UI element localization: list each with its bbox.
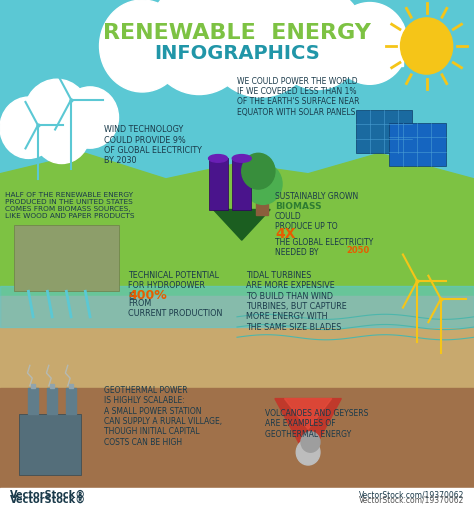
Circle shape xyxy=(204,0,318,97)
Text: GEOTHERMAL POWER
IS HIGHLY SCALABLE:
A SMALL POWER STATION
CAN SUPPLY A RURAL VI: GEOTHERMAL POWER IS HIGHLY SCALABLE: A S… xyxy=(104,386,222,447)
Circle shape xyxy=(301,432,320,452)
Bar xyxy=(0,0,474,194)
Polygon shape xyxy=(104,36,403,66)
Polygon shape xyxy=(0,286,474,327)
FancyBboxPatch shape xyxy=(14,225,118,291)
Circle shape xyxy=(0,97,57,158)
Text: 4X: 4X xyxy=(275,227,295,241)
Polygon shape xyxy=(284,399,332,429)
Polygon shape xyxy=(47,388,57,414)
Text: SUSTAINABLY GROWN: SUSTAINABLY GROWN xyxy=(275,192,358,201)
Text: 400%: 400% xyxy=(128,289,167,301)
Text: TECHNICAL POTENTIAL
FOR HYDROPOWER
IS: TECHNICAL POTENTIAL FOR HYDROPOWER IS xyxy=(128,271,219,300)
FancyBboxPatch shape xyxy=(389,123,446,166)
Polygon shape xyxy=(0,488,474,511)
Text: VectorStock®: VectorStock® xyxy=(9,495,86,505)
Circle shape xyxy=(244,164,282,204)
Circle shape xyxy=(242,153,275,189)
Circle shape xyxy=(100,0,185,92)
FancyBboxPatch shape xyxy=(19,414,81,475)
Circle shape xyxy=(296,439,320,465)
Text: VectorStock.com/19370062: VectorStock.com/19370062 xyxy=(359,495,465,504)
Text: RENEWABLE  ENERGY: RENEWABLE ENERGY xyxy=(103,23,371,43)
Text: VOLCANOES AND GEYSERS
ARE EXAMPLES OF
GEOTHERMAL ENERGY: VOLCANOES AND GEYSERS ARE EXAMPLES OF GE… xyxy=(265,409,369,438)
Ellipse shape xyxy=(209,155,228,162)
Text: THE GLOBAL ELECTRICITY
NEEDED BY: THE GLOBAL ELECTRICITY NEEDED BY xyxy=(275,238,373,257)
Ellipse shape xyxy=(232,155,251,162)
Text: 2050: 2050 xyxy=(346,246,369,256)
FancyBboxPatch shape xyxy=(209,158,228,210)
Circle shape xyxy=(332,3,408,84)
Text: VectorStock.com/19370062: VectorStock.com/19370062 xyxy=(359,491,465,500)
Circle shape xyxy=(270,0,365,89)
Text: BIOMASS: BIOMASS xyxy=(275,202,321,211)
FancyBboxPatch shape xyxy=(232,158,251,210)
Text: HALF OF THE RENEWABLE ENERGY
PRODUCED IN THE UNITED STATES
COMES FROM BIOMASS SO: HALF OF THE RENEWABLE ENERGY PRODUCED IN… xyxy=(5,192,134,219)
Text: WE COULD POWER THE WORLD
IF WE COVERED LESS THAN 1%
OF THE EARTH'S SURFACE NEAR
: WE COULD POWER THE WORLD IF WE COVERED L… xyxy=(237,77,359,117)
Polygon shape xyxy=(0,153,474,194)
Circle shape xyxy=(33,102,90,164)
Polygon shape xyxy=(256,194,268,215)
Polygon shape xyxy=(0,388,474,511)
Polygon shape xyxy=(28,388,38,414)
Circle shape xyxy=(401,18,453,74)
Polygon shape xyxy=(0,194,474,317)
Circle shape xyxy=(62,87,118,148)
Text: TIDAL TURBINES
ARE MORE EXPENSIVE
TO BUILD THAN WIND
TURBINES, BUT CAPTURE
MORE : TIDAL TURBINES ARE MORE EXPENSIVE TO BUI… xyxy=(246,271,347,332)
Text: COULD
PRODUCE UP TO: COULD PRODUCE UP TO xyxy=(275,212,337,231)
Text: VectorStock®: VectorStock® xyxy=(9,490,86,500)
Polygon shape xyxy=(0,296,474,409)
Circle shape xyxy=(24,79,90,151)
Text: INFOGRAPHICS: INFOGRAPHICS xyxy=(154,44,320,63)
Text: WIND TECHNOLOGY
COULD PROVIDE 9%
OF GLOBAL ELECTRICITY
BY 2030: WIND TECHNOLOGY COULD PROVIDE 9% OF GLOB… xyxy=(104,125,202,166)
Circle shape xyxy=(147,0,251,95)
Polygon shape xyxy=(275,399,341,460)
Text: FROM
CURRENT PRODUCTION: FROM CURRENT PRODUCTION xyxy=(128,299,222,318)
Polygon shape xyxy=(66,388,76,414)
Polygon shape xyxy=(213,210,270,240)
FancyBboxPatch shape xyxy=(356,110,412,153)
